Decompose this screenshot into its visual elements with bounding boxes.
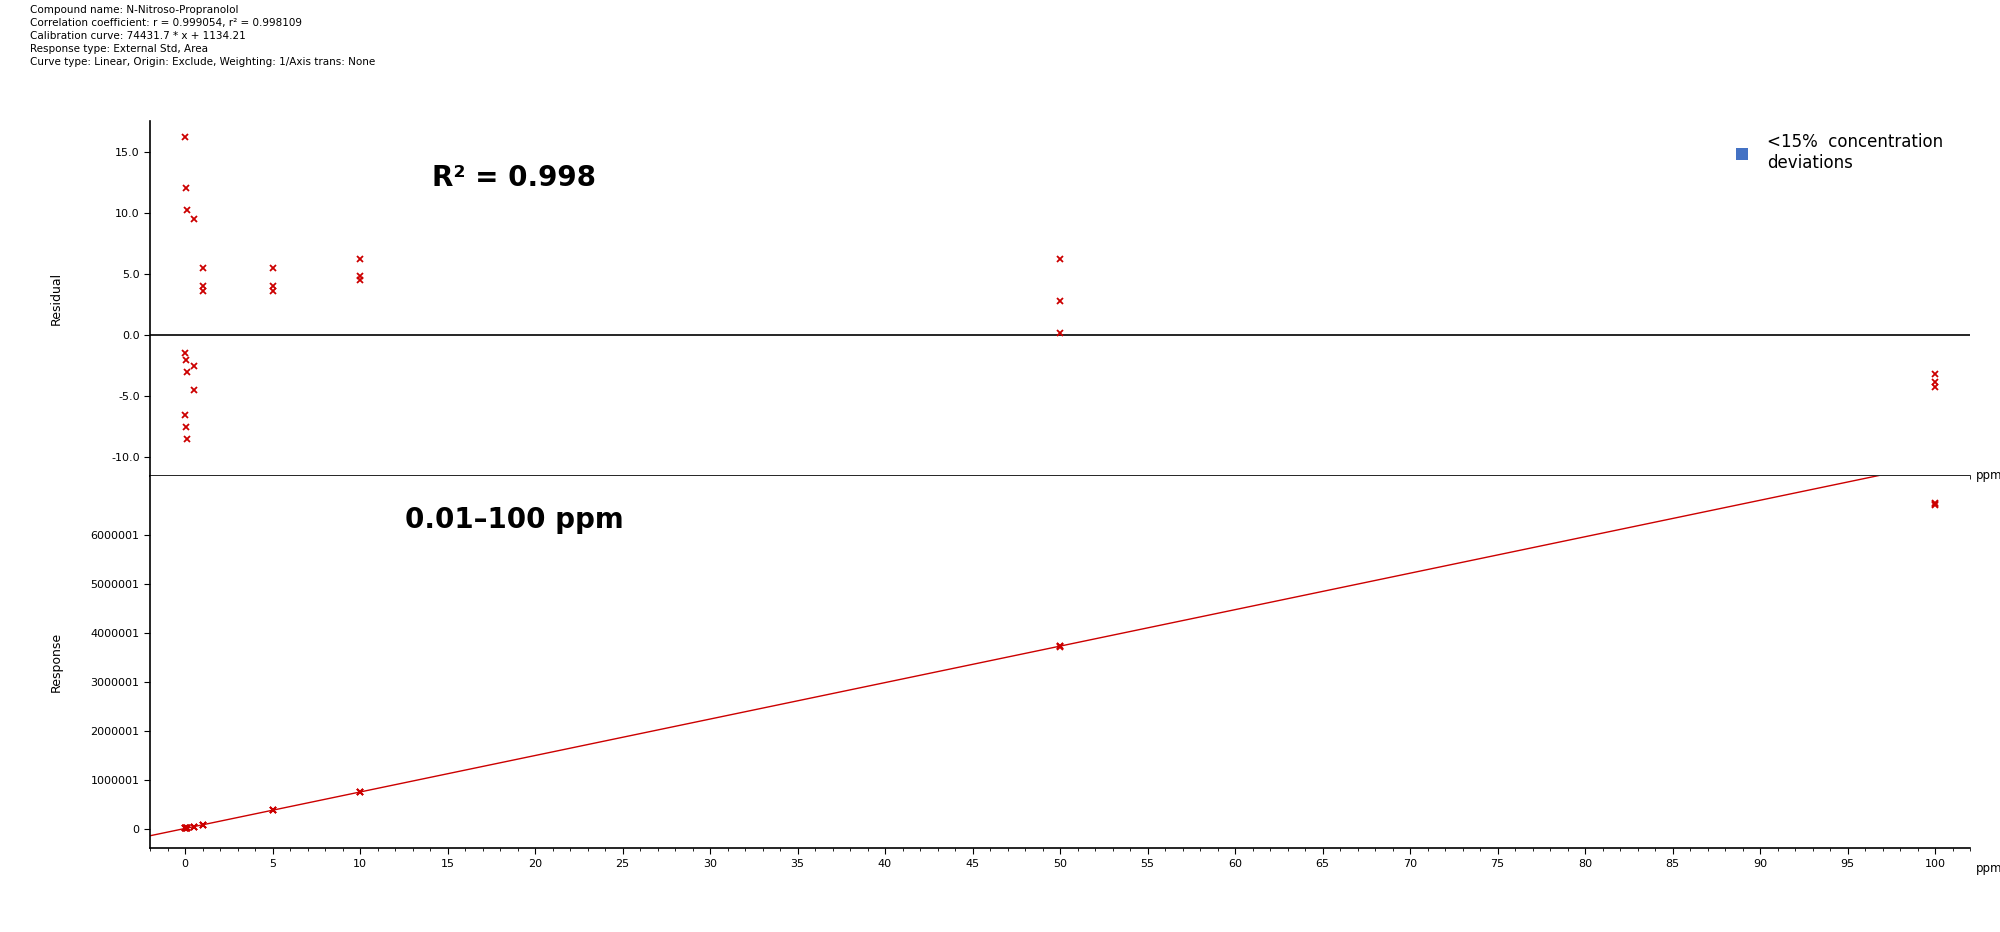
Y-axis label: Residual: Residual xyxy=(50,272,62,325)
Text: ppm: ppm xyxy=(1976,862,2000,875)
Y-axis label: Response: Response xyxy=(50,632,62,692)
Text: Compound name: N-Nitroso-Propranolol
Correlation coefficient: r = 0.999054, r² =: Compound name: N-Nitroso-Propranolol Cor… xyxy=(30,5,376,67)
Text: R² = 0.998: R² = 0.998 xyxy=(432,164,596,192)
Legend: <15%  concentration
deviations: <15% concentration deviations xyxy=(1726,133,1944,171)
Text: 0.01–100 ppm: 0.01–100 ppm xyxy=(404,505,624,533)
Text: ppm: ppm xyxy=(1976,470,2000,482)
